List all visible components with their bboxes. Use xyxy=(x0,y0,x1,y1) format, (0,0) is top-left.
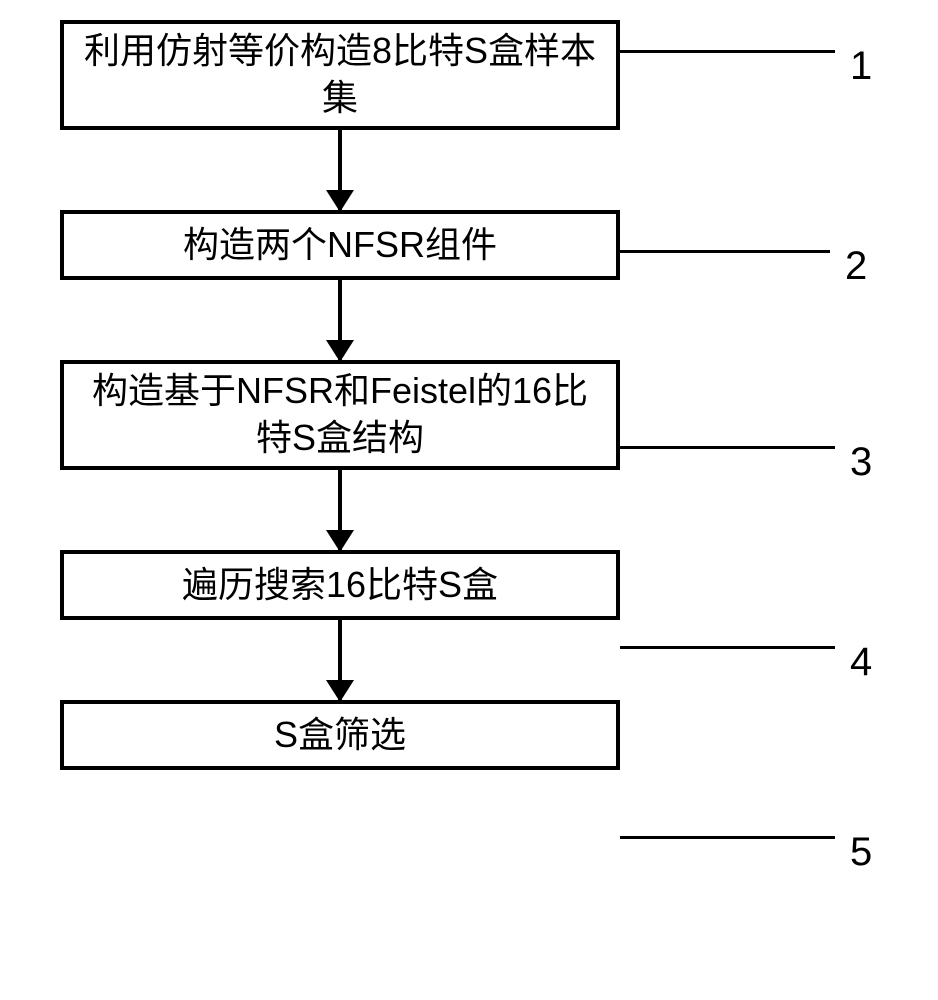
flowchart-step-2: 构造两个NFSR组件 xyxy=(60,210,620,280)
flowchart-step-3: 构造基于NFSR和Feistel的16比特S盒结构 xyxy=(60,360,620,470)
step-number-1: 1 xyxy=(850,44,872,89)
connector-5 xyxy=(620,836,835,839)
connector-1 xyxy=(620,50,835,53)
step-number-5: 5 xyxy=(850,830,872,875)
step-3-text: 构造基于NFSR和Feistel的16比特S盒结构 xyxy=(76,368,604,462)
step-2-text: 构造两个NFSR组件 xyxy=(183,222,497,269)
step-1-text: 利用仿射等价构造8比特S盒样本集 xyxy=(76,28,604,122)
connector-2 xyxy=(620,250,830,253)
arrow-3-container xyxy=(60,470,620,550)
arrow-1-container xyxy=(60,130,620,210)
flowchart-step-4: 遍历搜索16比特S盒 xyxy=(60,550,620,620)
flowchart-step-5: S盒筛选 xyxy=(60,700,620,770)
step-number-3: 3 xyxy=(850,440,872,485)
connector-4 xyxy=(620,646,835,649)
arrow-2 xyxy=(338,280,342,360)
step-number-4: 4 xyxy=(850,640,872,685)
step-4-text: 遍历搜索16比特S盒 xyxy=(182,562,498,609)
arrow-4-container xyxy=(60,620,620,700)
flowchart-step-1: 利用仿射等价构造8比特S盒样本集 xyxy=(60,20,620,130)
arrow-1 xyxy=(338,130,342,210)
step-5-text: S盒筛选 xyxy=(274,712,406,759)
arrow-3 xyxy=(338,470,342,550)
flowchart-container: 利用仿射等价构造8比特S盒样本集 构造两个NFSR组件 构造基于NFSR和Fei… xyxy=(60,20,760,770)
step-number-2: 2 xyxy=(845,244,867,289)
arrow-4 xyxy=(338,620,342,700)
connector-3 xyxy=(620,446,835,449)
arrow-2-container xyxy=(60,280,620,360)
